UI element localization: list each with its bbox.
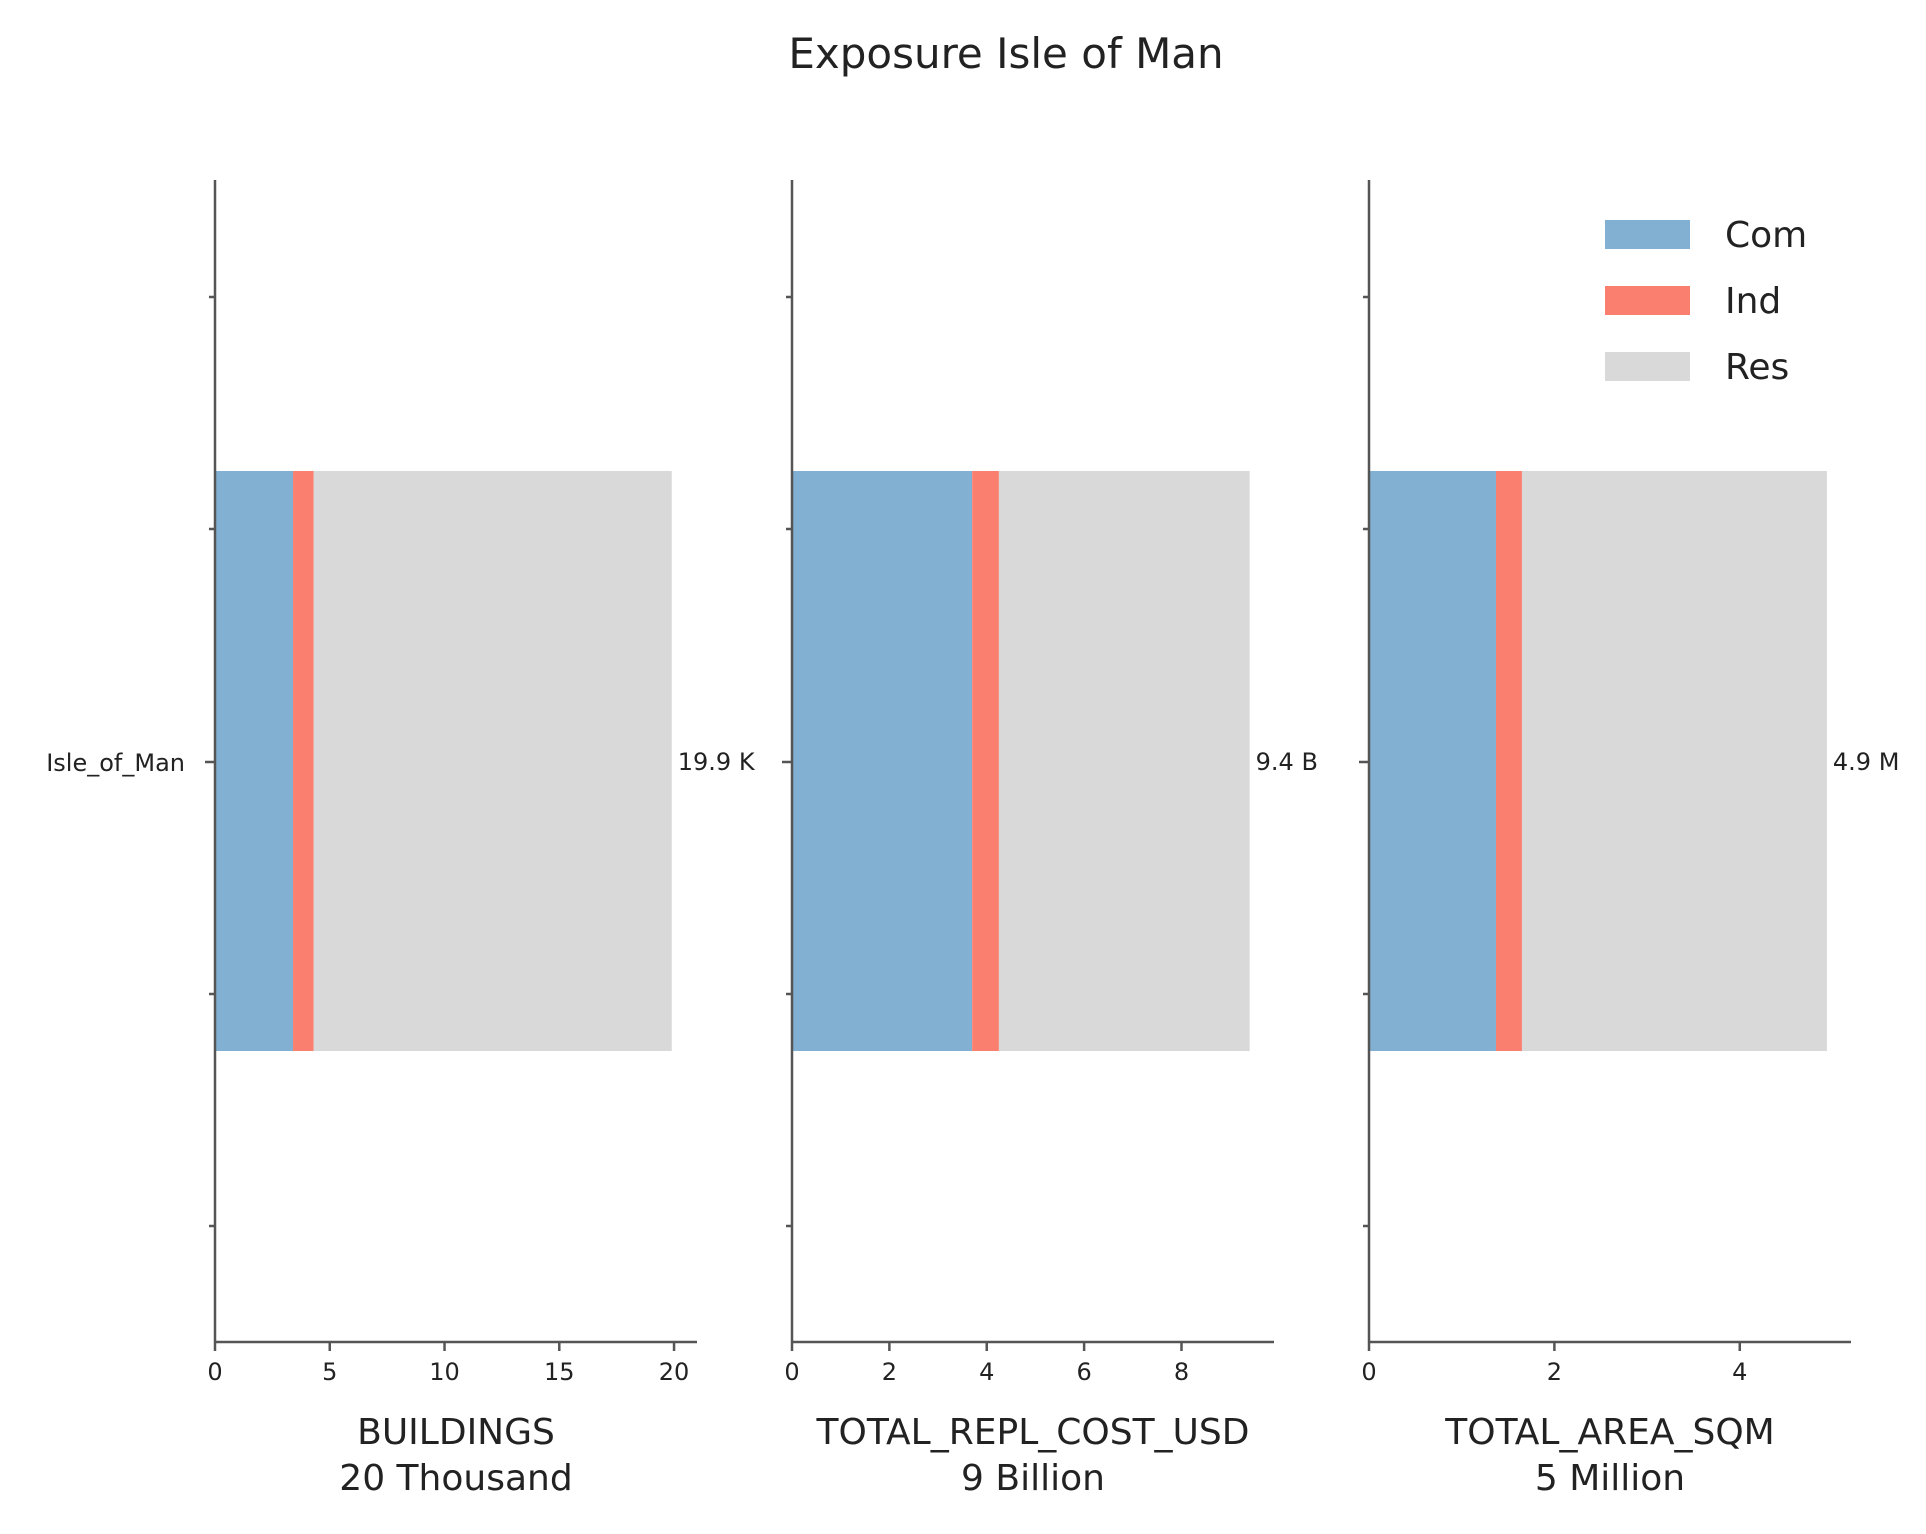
legend-label: Com	[1725, 215, 1807, 256]
bar-res	[313, 471, 672, 1051]
panel-2: 9.4 B 0 2 4 6 8 TOTAL_REPL_COST_USD 9 Billion	[782, 180, 1318, 1499]
x-tick-label: 8	[1174, 1358, 1189, 1386]
total-label: 9.4 B	[1256, 748, 1318, 776]
x-tick-label: 20	[659, 1358, 690, 1386]
bar-res	[1521, 471, 1827, 1051]
x-tick-label: 5	[322, 1358, 337, 1386]
bar-ind	[293, 471, 314, 1051]
x-tick-label: 6	[1076, 1358, 1091, 1386]
x-tick-label: 2	[1547, 1358, 1562, 1386]
x-axis-sublabel: 5 Million	[1535, 1458, 1685, 1499]
x-axis-label: BUILDINGS	[357, 1412, 555, 1453]
legend-label: Res	[1725, 347, 1789, 388]
x-tick-label: 0	[207, 1358, 222, 1386]
bar-com	[792, 471, 973, 1051]
panel-1: 19.9 K Isle_of_Man 0 5 10 15 20 BUILDINGS 20 Tho…	[46, 180, 756, 1499]
x-tick-label: 15	[544, 1358, 575, 1386]
x-tick-label: 0	[784, 1358, 799, 1386]
legend-item-ind: Ind	[1605, 281, 1781, 322]
total-label: 19.9 K	[678, 748, 756, 776]
x-axis-sublabel: 20 Thousand	[339, 1458, 572, 1499]
x-tick-label: 4	[979, 1358, 994, 1386]
legend-swatch	[1605, 220, 1690, 249]
x-axis-sublabel: 9 Billion	[961, 1458, 1105, 1499]
bar-ind	[972, 471, 999, 1051]
chart-title: Exposure Isle of Man	[788, 29, 1223, 78]
bar-res	[998, 471, 1250, 1051]
legend-swatch	[1605, 352, 1690, 381]
panel-3: 4.9 M 0 2 4 TOTAL_AREA_SQM 5 Million	[1359, 180, 1899, 1499]
total-label: 4.9 M	[1833, 748, 1900, 776]
legend: Com Ind Res	[1605, 215, 1807, 388]
x-tick-label: 2	[882, 1358, 897, 1386]
legend-item-res: Res	[1605, 347, 1789, 388]
category-label: Isle_of_Man	[46, 749, 185, 777]
bar-com	[1369, 471, 1496, 1051]
x-tick-label: 4	[1732, 1358, 1747, 1386]
legend-item-com: Com	[1605, 215, 1807, 256]
bar-ind	[1495, 471, 1522, 1051]
x-axis-label: TOTAL_AREA_SQM	[1444, 1412, 1774, 1453]
x-tick-label: 0	[1361, 1358, 1376, 1386]
bar-com	[215, 471, 294, 1051]
x-tick-label: 10	[429, 1358, 460, 1386]
legend-label: Ind	[1725, 281, 1781, 322]
x-axis-label: TOTAL_REPL_COST_USD	[816, 1412, 1250, 1453]
legend-swatch	[1605, 286, 1690, 315]
